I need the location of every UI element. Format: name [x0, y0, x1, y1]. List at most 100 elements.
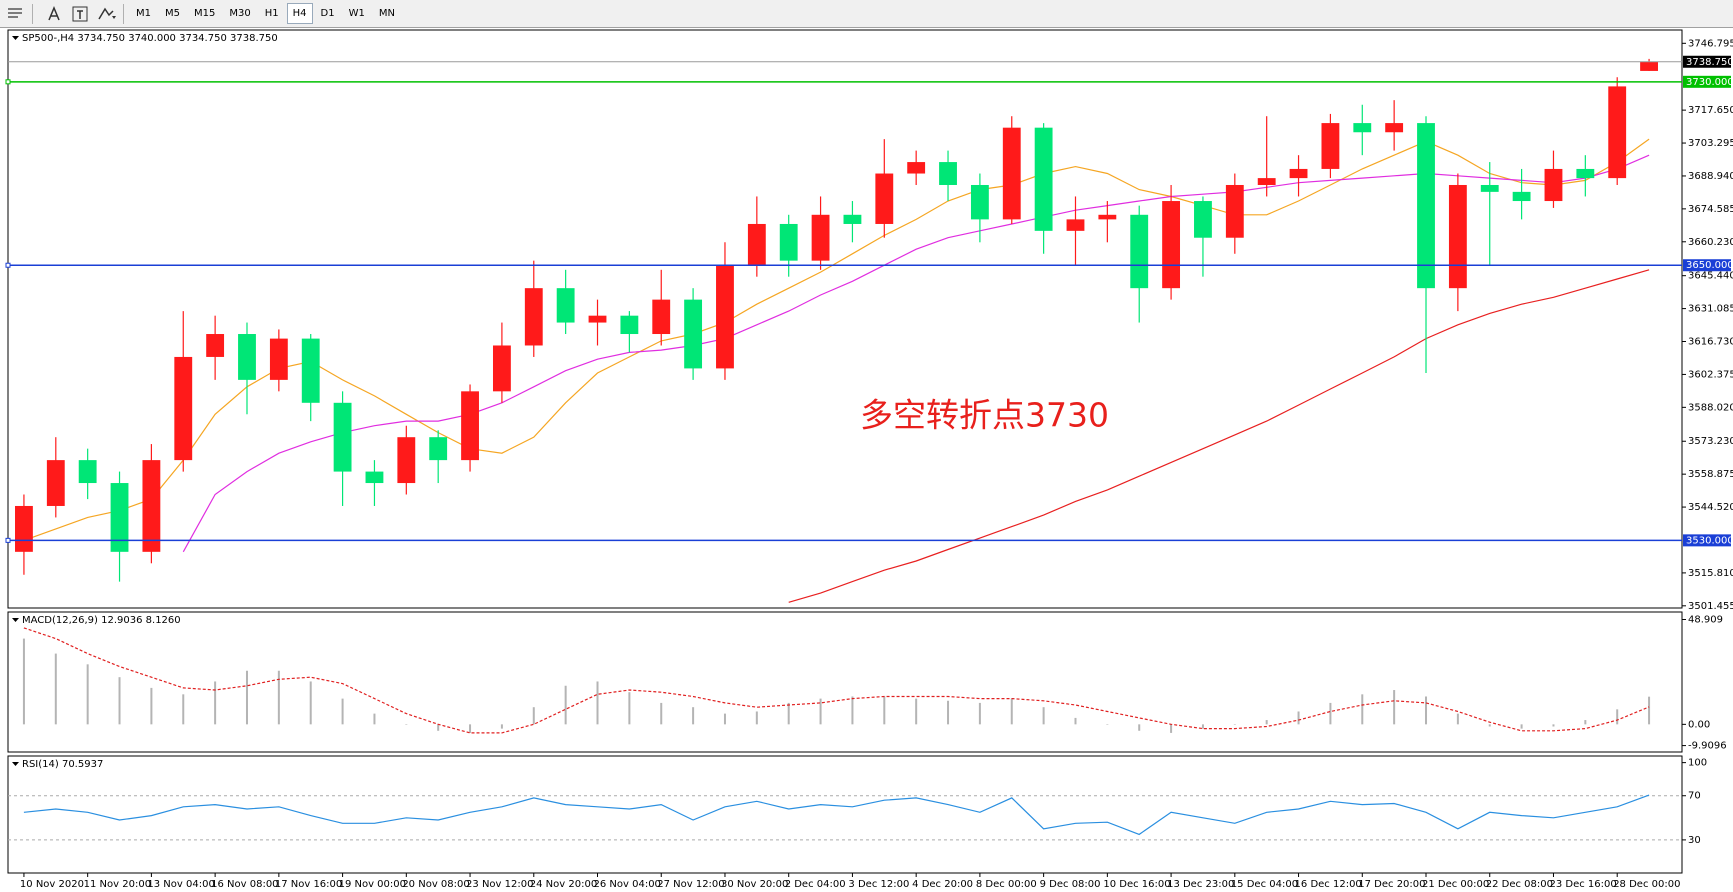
macd-bar: [660, 702, 663, 725]
y-tick-label: 3515.810: [1688, 568, 1733, 579]
candle-body: [1098, 214, 1117, 220]
macd-bar: [851, 696, 854, 725]
timeframe-button[interactable]: H1: [264, 8, 279, 19]
title-arrow: [12, 36, 19, 40]
panel-frame: [7, 611, 1683, 753]
macd-bar: [819, 698, 822, 725]
macd-bar: [596, 681, 599, 725]
macd-bar: [437, 724, 440, 731]
macd-bar: [947, 700, 950, 725]
x-tick-label: 17 Nov 16:00: [275, 879, 342, 890]
separator: [32, 3, 33, 24]
macd-bar: [1106, 724, 1109, 725]
timeframe-button[interactable]: W1: [348, 8, 365, 19]
timeframe-button[interactable]: M15: [194, 8, 216, 19]
y-tick-label: 3501.455: [1688, 601, 1733, 612]
timeframe-button[interactable]: M1: [136, 8, 151, 19]
macd-bar: [54, 653, 57, 725]
x-tick-label: 22 Dec 08:00: [1486, 879, 1553, 890]
level-tag: [1683, 534, 1731, 547]
candle-body: [620, 315, 639, 335]
macd-bar: [118, 677, 121, 725]
x-tick-label: 24 Nov 20:00: [530, 879, 597, 890]
level-label: 3650.000: [1686, 260, 1733, 271]
y-tick-label: 3717.650: [1688, 105, 1733, 116]
macd-bar: [86, 664, 89, 725]
macd-bar: [150, 687, 153, 725]
timeframe-button[interactable]: M30: [229, 8, 251, 19]
x-tick-label: 11 Nov 20:00: [84, 879, 151, 890]
x-tick-label: 16 Dec 12:00: [1295, 879, 1362, 890]
timeframe-button[interactable]: M5: [165, 8, 180, 19]
candle-body: [1353, 123, 1372, 133]
y-tick-label: 30: [1688, 835, 1701, 846]
candle-body: [716, 265, 734, 369]
candle-body: [1130, 214, 1149, 289]
macd-bar: [469, 724, 472, 733]
macd-bar: [1170, 724, 1173, 733]
x-tick-label: 26 Nov 04:00: [594, 879, 661, 890]
macd-bar: [915, 698, 918, 725]
x-tick-label: 3 Dec 12:00: [848, 879, 909, 890]
macd-bar: [1297, 711, 1300, 725]
y-tick-label: 3746.795: [1688, 38, 1733, 49]
menu-icon[interactable]: [4, 3, 26, 25]
timeframe-button[interactable]: D1: [320, 8, 335, 19]
candle-body: [429, 437, 448, 461]
macd-bar: [723, 713, 726, 725]
shapes-tool[interactable]: [95, 3, 117, 25]
candle-body: [110, 483, 129, 552]
macd-bar: [214, 681, 217, 725]
y-tick-label: 3674.585: [1688, 204, 1733, 215]
x-tick-label: 21 Dec 00:00: [1422, 879, 1489, 890]
candle-body: [1640, 61, 1658, 71]
y-tick-label: 0.00: [1688, 719, 1710, 730]
text-tool[interactable]: [43, 3, 65, 25]
level-handle: [5, 79, 11, 85]
moving-average: [23, 138, 1650, 541]
y-tick-label: -9.9096: [1688, 741, 1727, 752]
y-tick-label: 70: [1688, 791, 1701, 802]
candle-body: [588, 315, 607, 323]
toolbar: M1 M5 M15 M30 H1 H4 D1 W1 MN: [0, 0, 1733, 28]
candle-body: [843, 214, 862, 224]
candle-body: [1034, 127, 1053, 231]
macd-bar: [1361, 694, 1364, 725]
macd-bar: [182, 694, 185, 725]
x-tick-label: 23 Nov 12:00: [466, 879, 533, 890]
candle-body: [269, 338, 288, 380]
candle-body: [1257, 178, 1276, 185]
rsi-line: [23, 794, 1650, 836]
macd-bar: [628, 692, 631, 725]
macd-bar: [245, 670, 248, 725]
macd-bar: [564, 685, 567, 725]
macd-bar: [277, 670, 280, 725]
panel-frame: [7, 29, 1683, 609]
y-tick-label: 3573.230: [1688, 436, 1733, 447]
candle-body: [333, 402, 352, 472]
candle-body: [15, 505, 33, 552]
macd-bar: [1393, 690, 1396, 725]
candle-body: [206, 334, 225, 357]
label-tool[interactable]: [69, 3, 91, 25]
moving-average: [788, 269, 1650, 603]
candle-body: [1608, 86, 1627, 179]
macd-bar: [1456, 713, 1459, 725]
title-arrow: [12, 762, 19, 766]
y-tick-label: 3544.520: [1688, 502, 1733, 513]
x-tick-label: 20 Nov 08:00: [402, 879, 469, 890]
x-tick-label: 16 Nov 08:00: [211, 879, 278, 890]
level-handle: [5, 262, 11, 268]
signal-line: [23, 627, 1650, 734]
candle-body: [1576, 168, 1595, 179]
price-tag: [1683, 55, 1731, 68]
macd-bar: [883, 696, 886, 725]
macd-bar: [1265, 720, 1268, 725]
macd-bar: [755, 711, 758, 725]
panel-frame: [7, 755, 1683, 874]
macd-bar: [1138, 724, 1141, 731]
candle-body: [142, 460, 161, 552]
timeframe-button[interactable]: MN: [378, 8, 395, 19]
timeframe-button[interactable]: H4: [286, 3, 313, 24]
